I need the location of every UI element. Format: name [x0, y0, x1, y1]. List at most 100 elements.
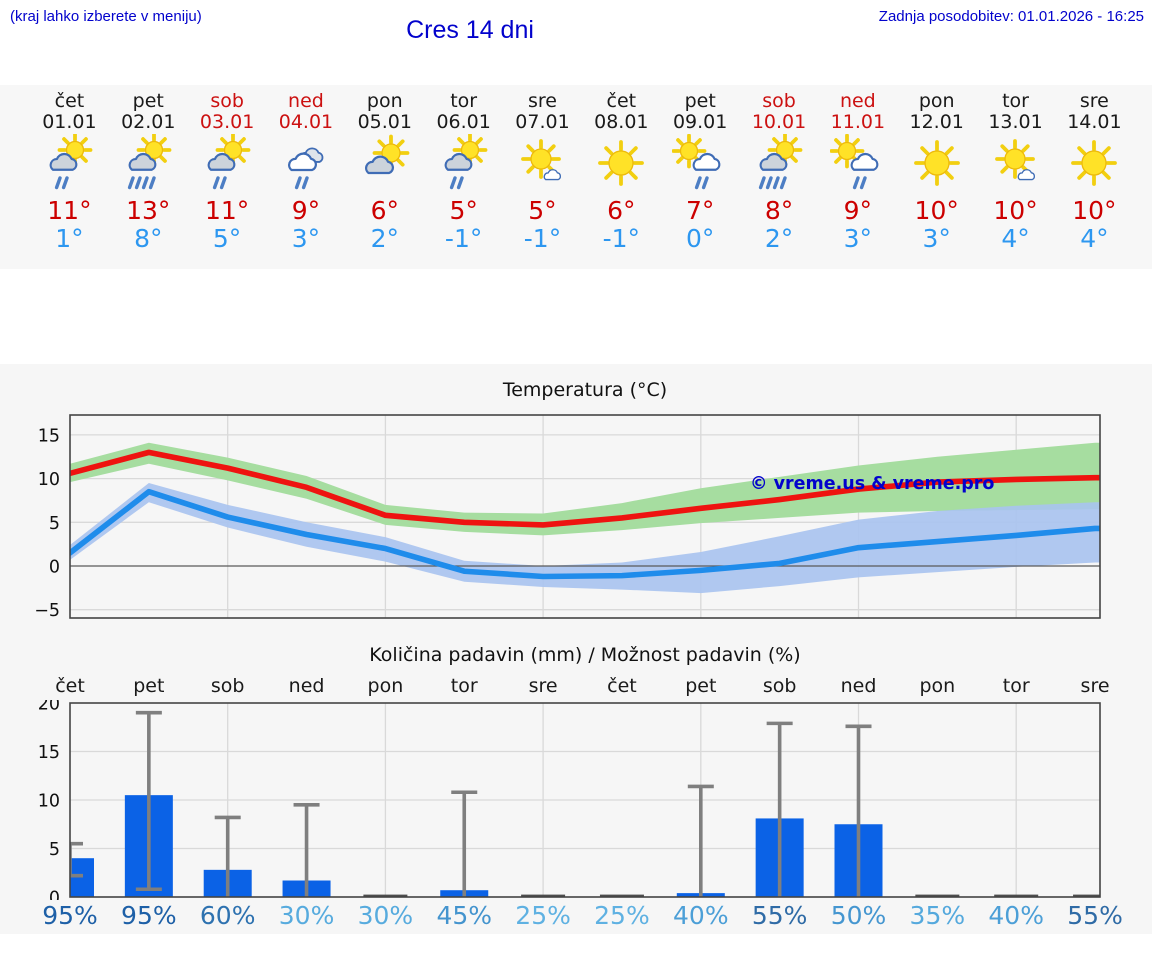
day-date: 07.01: [515, 111, 570, 133]
precip-y-tick: 10: [38, 792, 60, 812]
day-column[interactable]: pon 05.01 6° 2°: [345, 85, 424, 253]
precip-day-label: pon: [367, 675, 404, 697]
precip-probability: 40%: [673, 901, 729, 930]
day-column[interactable]: sre 07.01 5° -1°: [503, 85, 582, 252]
day-date: 01.01: [42, 111, 97, 133]
day-column[interactable]: sob 03.01 11° 5°: [188, 85, 267, 253]
day-min-temp: 2°: [764, 224, 794, 253]
watermark: © vreme.us & vreme.pro: [750, 474, 994, 494]
day-min-temp: 5°: [212, 224, 242, 253]
temp-y-tick: 15: [38, 426, 60, 446]
precip-whisker: [293, 803, 320, 897]
precip-y-tick: 20: [38, 700, 60, 715]
day-column[interactable]: ned 04.01 9° 3°: [267, 85, 346, 253]
day-max-temp: 8°: [764, 196, 794, 225]
day-min-temp: -1°: [602, 224, 641, 253]
day-name: čet: [54, 90, 85, 112]
temp-y-tick: 10: [38, 470, 60, 490]
day-name: pet: [684, 90, 716, 112]
partly-heavy-rain-icon: [758, 132, 803, 190]
day-min-temp: 0°: [685, 224, 715, 253]
precip-whisker: [845, 724, 872, 897]
day-column[interactable]: sre 14.01 10° 4°: [1055, 85, 1134, 252]
temp-y-tick: 0: [49, 558, 60, 578]
day-name: pet: [132, 90, 164, 112]
day-max-temp: 10°: [993, 196, 1038, 225]
precip-day-label: ned: [840, 675, 877, 697]
day-max-temp: 6°: [607, 196, 636, 225]
precip-day-label: pet: [685, 675, 717, 697]
day-max-temp: 13°: [126, 196, 171, 225]
day-name: tor: [450, 90, 478, 112]
temperature-chart-title: Temperatura (°C): [502, 379, 668, 401]
day-column[interactable]: tor 06.01 5° -1°: [424, 85, 503, 253]
precip-day-label: sre: [528, 675, 558, 697]
day-column[interactable]: tor 13.01 10° 4°: [976, 85, 1055, 252]
day-column[interactable]: pet 09.01 7° 0°: [661, 85, 740, 251]
day-column[interactable]: pet 02.01 13° 8°: [109, 85, 188, 252]
precip-day-label: pet: [133, 675, 165, 697]
day-name: sre: [1079, 90, 1109, 112]
precip-bar-trace: [599, 894, 644, 897]
day-name: tor: [1002, 90, 1029, 112]
day-date: 03.01: [199, 111, 255, 133]
day-date: 06.01: [436, 111, 491, 133]
day-max-temp: 5°: [528, 196, 557, 225]
day-column[interactable]: ned 11.01 9° 3°: [818, 85, 897, 251]
precipitation-chart-title: Količina padavin (mm) / Možnost padavin …: [369, 644, 801, 666]
precip-probability: 50%: [830, 901, 887, 930]
day-date: 02.01: [121, 111, 176, 133]
day-name: pon: [918, 90, 955, 112]
day-min-temp: 3°: [843, 224, 873, 253]
mostly-sunny-icon: [994, 139, 1035, 181]
location-hint: (kraj lahko izberete v meniju): [10, 8, 202, 25]
precip-bar-trace: [521, 894, 566, 897]
day-min-temp: -1°: [444, 224, 483, 253]
precip-bar-trace: [363, 894, 408, 897]
day-column[interactable]: čet 01.01 11° 1°: [30, 85, 109, 253]
precip-whisker: [766, 721, 793, 897]
precip-bar-trace: [1073, 894, 1100, 897]
precipitation-chart: 0 5 10 15 20: [38, 700, 1101, 901]
sunny-icon: [1071, 140, 1118, 186]
precip-probability: 35%: [909, 901, 966, 930]
day-min-temp: 1°: [55, 224, 84, 253]
partly-rain-icon: [207, 132, 251, 190]
day-column[interactable]: čet 08.01 6° -1°: [582, 85, 661, 253]
day-name: čet: [606, 90, 637, 112]
precip-y-tick: 0: [49, 889, 60, 901]
day-date: 10.01: [751, 111, 807, 133]
day-date: 05.01: [357, 111, 412, 133]
precip-probability: 60%: [199, 901, 256, 930]
precip-whisker: [135, 710, 162, 892]
sunny-icon: [598, 140, 645, 186]
day-date: 08.01: [594, 111, 649, 133]
page-title: Cres 14 dni: [406, 16, 534, 44]
precip-whisker: [687, 784, 714, 897]
precip-probability: 45%: [436, 901, 493, 930]
precip-day-label: čet: [55, 675, 85, 697]
day-min-temp: 3°: [291, 224, 321, 253]
day-column[interactable]: sob 10.01 8° 2°: [740, 85, 819, 253]
day-name: ned: [839, 90, 876, 112]
day-min-temp: 2°: [370, 224, 399, 253]
day-date: 11.01: [830, 111, 886, 133]
partly-rain-icon: [50, 132, 93, 190]
partly-rain-icon: [444, 132, 488, 190]
day-name: sob: [210, 90, 244, 112]
day-max-temp: 11°: [204, 196, 250, 225]
precip-whisker: [214, 815, 241, 897]
precip-whisker: [451, 790, 478, 897]
day-date: 14.01: [1067, 111, 1122, 133]
day-name: pon: [366, 90, 403, 112]
day-max-temp: 9°: [843, 196, 873, 225]
day-date: 12.01: [909, 111, 964, 133]
precipitation-probability-row: 95% 95% 60% 30% 30% 45% 25% 25% 40% 55% 50% 35% 40% 5…: [0, 901, 1152, 933]
precip-bar-trace: [994, 894, 1039, 897]
cloudy-rain-icon: [287, 147, 324, 190]
temperature-chart: 15 10 5 0 −5 © vreme.us & vreme.pro: [34, 414, 1101, 621]
day-column[interactable]: pon 12.01 10° 3°: [897, 85, 976, 252]
day-name: sre: [527, 90, 557, 112]
day-name: sob: [762, 90, 796, 112]
